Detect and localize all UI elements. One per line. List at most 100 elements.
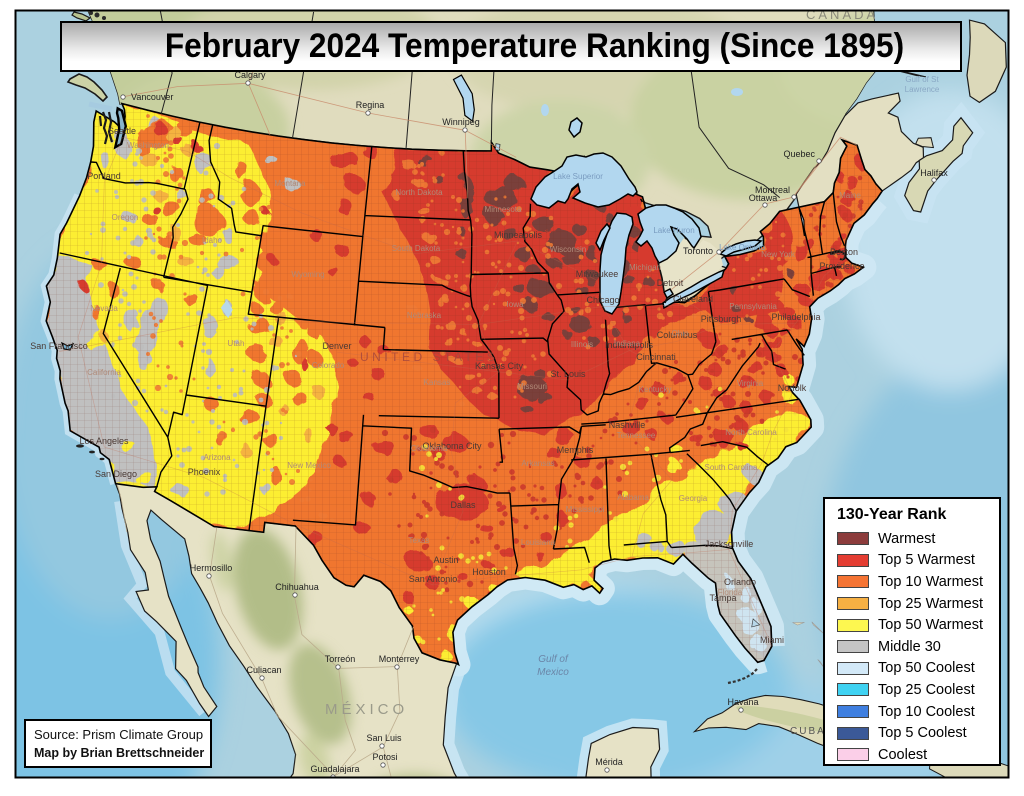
svg-text:Seattle: Seattle xyxy=(108,126,136,136)
svg-text:Kansas: Kansas xyxy=(424,378,451,387)
svg-text:Florida: Florida xyxy=(718,588,743,597)
svg-text:Iowa: Iowa xyxy=(507,300,524,309)
svg-text:Mississippi: Mississippi xyxy=(566,505,605,514)
svg-text:Maine: Maine xyxy=(839,191,861,200)
svg-text:Houston: Houston xyxy=(472,567,506,577)
svg-text:Arizona: Arizona xyxy=(203,453,231,462)
svg-text:Calgary: Calgary xyxy=(234,70,266,80)
svg-text:Kansas City: Kansas City xyxy=(475,361,524,371)
svg-text:Montana: Montana xyxy=(274,179,306,188)
svg-text:Nashville: Nashville xyxy=(609,420,646,430)
svg-text:Texas: Texas xyxy=(409,536,430,545)
svg-text:Lake Superior: Lake Superior xyxy=(553,172,603,181)
svg-text:Idaho: Idaho xyxy=(202,236,223,245)
svg-text:Lake Ontario: Lake Ontario xyxy=(719,243,765,252)
svg-text:Wyoming: Wyoming xyxy=(291,270,324,279)
svg-text:Orlando: Orlando xyxy=(724,577,756,587)
svg-text:Montreal: Montreal xyxy=(755,185,790,195)
svg-text:Halifax: Halifax xyxy=(920,168,948,178)
svg-text:Torreón: Torreón xyxy=(325,654,356,664)
svg-text:Mexico: Mexico xyxy=(537,667,569,678)
svg-text:Regina: Regina xyxy=(356,100,385,110)
svg-text:Georgia: Georgia xyxy=(679,494,708,503)
svg-text:California: California xyxy=(87,368,121,377)
svg-text:Lawrence: Lawrence xyxy=(905,85,940,94)
svg-text:UNITED STATES: UNITED STATES xyxy=(360,350,498,364)
svg-text:Milwaukee: Milwaukee xyxy=(576,269,619,279)
svg-text:New York: New York xyxy=(761,250,796,259)
svg-text:Virginia: Virginia xyxy=(737,379,764,388)
svg-text:CANADA: CANADA xyxy=(806,7,878,22)
svg-text:Hermosillo: Hermosillo xyxy=(190,563,233,573)
svg-text:Philadelphia: Philadelphia xyxy=(771,312,820,322)
svg-text:Portland: Portland xyxy=(87,171,121,181)
svg-text:Lake Huron: Lake Huron xyxy=(653,226,694,235)
svg-text:Mérida: Mérida xyxy=(595,757,623,767)
svg-text:Kentucky: Kentucky xyxy=(639,385,672,394)
svg-text:Gulf of: Gulf of xyxy=(538,654,569,665)
svg-text:MÉXICO: MÉXICO xyxy=(325,701,408,718)
svg-text:Chicago: Chicago xyxy=(586,295,619,305)
svg-text:Miami: Miami xyxy=(760,635,784,645)
svg-text:Minnesota: Minnesota xyxy=(485,205,522,214)
svg-text:San Luis: San Luis xyxy=(366,733,402,743)
svg-text:Washington: Washington xyxy=(127,141,169,150)
svg-text:Memphis: Memphis xyxy=(557,445,594,455)
svg-text:Pittsburgh: Pittsburgh xyxy=(701,314,742,324)
svg-text:New Mexico: New Mexico xyxy=(287,461,331,470)
svg-text:Pennsylvania: Pennsylvania xyxy=(729,302,777,311)
svg-text:Arkansas: Arkansas xyxy=(521,459,554,468)
svg-text:Denver: Denver xyxy=(322,341,351,351)
svg-text:Missouri: Missouri xyxy=(517,382,547,391)
svg-text:Nebraska: Nebraska xyxy=(407,311,442,320)
svg-text:Colorado: Colorado xyxy=(312,361,345,370)
svg-text:Tampa: Tampa xyxy=(709,593,736,603)
svg-text:Tennessee: Tennessee xyxy=(617,431,656,440)
svg-text:Oklahoma: Oklahoma xyxy=(411,444,448,453)
svg-text:Cincinnati: Cincinnati xyxy=(636,352,676,362)
svg-text:San Diego: San Diego xyxy=(95,469,137,479)
svg-text:Providence: Providence xyxy=(819,261,864,271)
svg-text:Austin: Austin xyxy=(433,555,458,565)
svg-text:Oklahoma City: Oklahoma City xyxy=(422,441,482,451)
svg-text:St. Louis: St. Louis xyxy=(550,369,586,379)
svg-text:Ohio: Ohio xyxy=(672,329,689,338)
svg-text:Havana: Havana xyxy=(727,697,758,707)
svg-text:Guadalajara: Guadalajara xyxy=(310,764,359,774)
svg-text:North Carolina: North Carolina xyxy=(725,428,777,437)
svg-text:Jacksonville: Jacksonville xyxy=(705,539,754,549)
svg-text:Wisconsin: Wisconsin xyxy=(550,245,586,254)
svg-text:Michigan: Michigan xyxy=(629,263,661,272)
svg-text:San Francisco: San Francisco xyxy=(30,341,88,351)
svg-text:Norfolk: Norfolk xyxy=(778,383,807,393)
svg-text:Oregon: Oregon xyxy=(112,213,139,222)
svg-text:Toronto: Toronto xyxy=(683,246,713,256)
svg-text:Detroit: Detroit xyxy=(657,278,684,288)
svg-text:Columbus: Columbus xyxy=(657,330,698,340)
svg-text:North Dakota: North Dakota xyxy=(395,188,443,197)
svg-text:Boston: Boston xyxy=(830,247,858,257)
svg-text:Vancouver: Vancouver xyxy=(131,92,173,102)
svg-text:South Dakota: South Dakota xyxy=(392,244,441,253)
svg-text:Chihuahua: Chihuahua xyxy=(275,582,319,592)
svg-text:Ottawa: Ottawa xyxy=(749,193,778,203)
svg-text:Monterrey: Monterrey xyxy=(379,654,420,664)
svg-text:Phoenix: Phoenix xyxy=(188,467,221,477)
svg-text:Cleveland: Cleveland xyxy=(673,294,713,304)
svg-text:Minneapolis: Minneapolis xyxy=(494,230,543,240)
svg-text:Potosi: Potosi xyxy=(372,752,397,762)
svg-text:San Antonio: San Antonio xyxy=(409,574,458,584)
svg-text:Gulf of St: Gulf of St xyxy=(905,75,939,84)
svg-text:Indiana: Indiana xyxy=(614,339,641,348)
svg-text:Winnipeg: Winnipeg xyxy=(442,117,480,127)
svg-text:CUBA: CUBA xyxy=(790,726,826,737)
svg-text:Quebec: Quebec xyxy=(783,149,815,159)
svg-text:Indianapolis: Indianapolis xyxy=(605,340,654,350)
svg-text:Alabama: Alabama xyxy=(617,493,649,502)
svg-text:Nevada: Nevada xyxy=(90,304,118,313)
svg-text:Illinois: Illinois xyxy=(571,340,593,349)
svg-text:Louisiana: Louisiana xyxy=(521,538,556,547)
svg-text:Culiacan: Culiacan xyxy=(246,665,281,675)
svg-text:Los Angeles: Los Angeles xyxy=(79,436,129,446)
svg-text:South Carolina: South Carolina xyxy=(705,463,758,472)
